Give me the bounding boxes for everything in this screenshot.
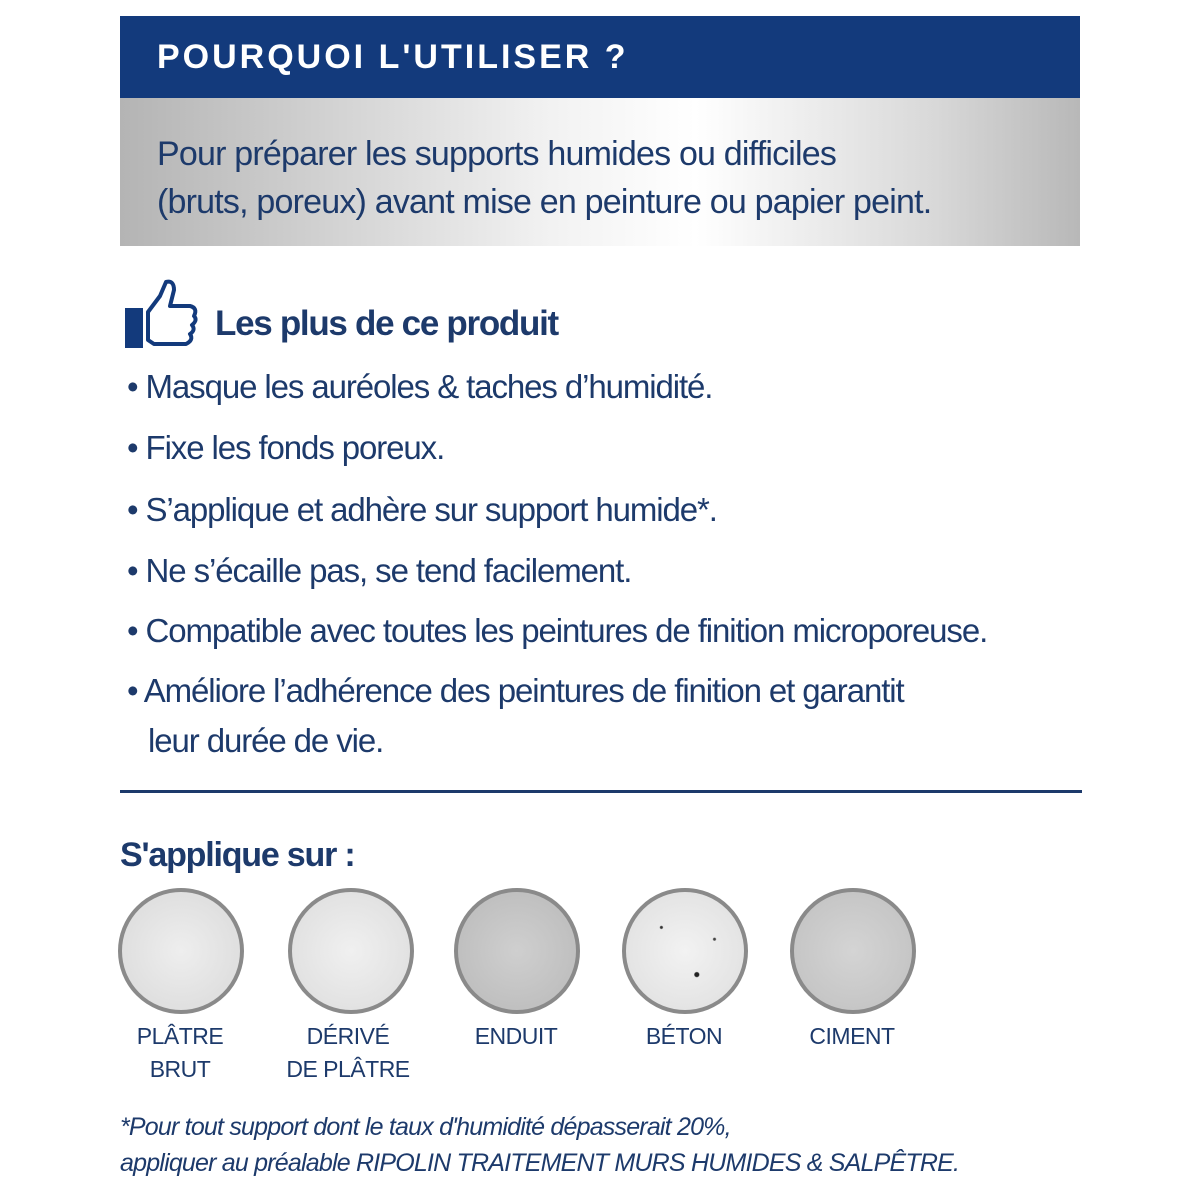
surface-label: ENDUIT	[474, 1023, 558, 1049]
surface-label: CIMENT	[809, 1023, 895, 1049]
intro-line-1: Pour préparer les supports humides ou di…	[157, 135, 837, 173]
intro-line-2: (bruts, poreux) avant mise en peinture o…	[157, 183, 932, 221]
intro-text: Pour préparer les supports humides ou di…	[157, 130, 932, 226]
surfaces-title: S'applique sur :	[120, 836, 356, 874]
benefit-item: • Compatible avec toutes les peintures d…	[127, 612, 988, 649]
surface-label: PLÂTRE BRUT	[136, 1023, 224, 1082]
divider	[120, 790, 1082, 793]
surface-swatch-ciment	[790, 888, 916, 1014]
surface-swatch-derive-platre	[288, 888, 414, 1014]
benefit-item: • Ne s’écaille pas, se tend facilement.	[127, 552, 632, 589]
benefit-item: • Fixe les fonds poreux.	[127, 429, 445, 466]
intro-band: Pour préparer les supports humides ou di…	[120, 98, 1080, 246]
header-bar: POURQUOI L'UTILISER ?	[120, 16, 1080, 98]
benefit-item: • S’applique et adhère sur support humid…	[127, 491, 718, 528]
surface-swatch-platre-brut	[118, 888, 244, 1014]
footnote-line-1: *Pour tout support dont le taux d'humidi…	[120, 1113, 732, 1141]
surface-label: DÉRIVÉ DE PLÂTRE	[286, 1023, 410, 1082]
surface-label: BÉTON	[645, 1023, 723, 1049]
benefit-item: • Améliore l’adhérence des peintures de …	[127, 672, 905, 709]
footnote-line-2: appliquer au préalable RIPOLIN TRAITEMEN…	[120, 1149, 960, 1177]
benefits-title: Les plus de ce produit	[215, 304, 559, 343]
surface-swatch-beton	[622, 888, 748, 1014]
header-title: POURQUOI L'UTILISER ?	[157, 38, 629, 76]
thumbs-up-icon	[125, 279, 198, 348]
surface-swatch-enduit	[454, 888, 580, 1014]
benefit-item: • Masque les auréoles & taches d’humidit…	[127, 368, 713, 405]
benefit-item-continuation: leur durée de vie.	[148, 722, 384, 759]
